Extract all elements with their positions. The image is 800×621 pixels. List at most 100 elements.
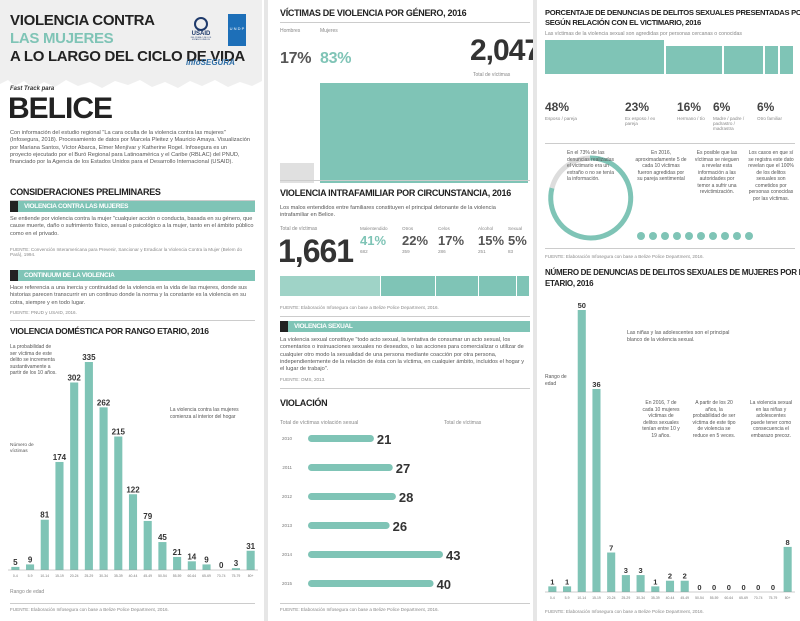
bar-value-label: 0 bbox=[219, 561, 224, 570]
relation-item-pct: 48% bbox=[545, 100, 570, 114]
usaid-logo: USAID DEL PUEBLO DE LOS ESTADOS UNIDOS bbox=[186, 17, 216, 41]
x-tick-label: 75-79 bbox=[232, 574, 241, 578]
bar-value-label: 8 bbox=[786, 538, 790, 547]
torn-edge-divider bbox=[0, 80, 262, 96]
bar-value-label: 28 bbox=[399, 490, 413, 505]
undp-text: U N D P bbox=[229, 26, 245, 31]
bar-value-label: 3 bbox=[234, 559, 239, 568]
dot-icon bbox=[709, 232, 717, 240]
sexage-source: FUENTE: Elaboración Infosegura con base … bbox=[545, 609, 704, 614]
rape-subtitle: Total de víctimas violación sexual bbox=[280, 420, 359, 426]
bar-value-label: 0 bbox=[712, 583, 716, 592]
bar bbox=[143, 520, 152, 570]
bar bbox=[114, 436, 123, 570]
bar-value-label: 9 bbox=[28, 555, 33, 564]
bar-value-label: 1 bbox=[565, 577, 569, 586]
relation-item-label: Otro familiar bbox=[757, 116, 783, 121]
bar bbox=[548, 586, 557, 592]
x-tick-label: 20-24 bbox=[607, 596, 616, 600]
x-tick-label: 50-54 bbox=[158, 574, 167, 578]
x-tick-label: 80+ bbox=[248, 574, 254, 578]
bar bbox=[173, 556, 182, 570]
bar bbox=[84, 362, 93, 570]
intrafam-item-count: 286 bbox=[438, 249, 446, 254]
x-tick-label: 35-39 bbox=[651, 596, 660, 600]
intrafam-item-label: Malentendido bbox=[360, 226, 388, 231]
intrafam-item-pct: 17% bbox=[438, 233, 465, 248]
x-tick-label: 45-49 bbox=[680, 596, 689, 600]
bar bbox=[621, 575, 630, 592]
relation-item-pct: 23% bbox=[625, 100, 650, 114]
intrafam-item-count: 251 bbox=[478, 249, 486, 254]
dot-icon bbox=[661, 232, 669, 240]
title-line-3: A LO LARGO DEL CICLO DE VIDA bbox=[10, 48, 245, 65]
gender-title-rule bbox=[280, 22, 530, 23]
box2-header: CONTINUUM DE LA VIOLENCIA bbox=[10, 270, 255, 281]
intro-text: Con información del estudio regional "La… bbox=[10, 130, 250, 166]
relation-stat-4: Los casos en que sí se registra este dat… bbox=[748, 150, 794, 202]
bar bbox=[308, 580, 434, 587]
relation-item-pct: 6% bbox=[713, 100, 731, 114]
bar bbox=[636, 575, 645, 592]
intrafam-item-pct: 22% bbox=[402, 233, 429, 248]
donut-chart bbox=[548, 155, 634, 241]
bar-value-label: 0 bbox=[771, 583, 775, 592]
bar-value-label: 40 bbox=[437, 577, 451, 592]
x-tick-label: 50-54 bbox=[695, 596, 704, 600]
bar bbox=[40, 519, 49, 570]
x-tick-label: 10-14 bbox=[577, 596, 586, 600]
bar-value-label: 5 bbox=[13, 558, 18, 567]
bar-value-label: 26 bbox=[393, 519, 407, 534]
x-tick-label: 40-44 bbox=[666, 596, 675, 600]
x-tick-label: 55-59 bbox=[710, 596, 719, 600]
relation-item-label: Madre / padre / padrastro / madrastra bbox=[713, 116, 745, 131]
bar bbox=[592, 388, 601, 592]
intrafam-item-count: 359 bbox=[402, 249, 410, 254]
x-tick-label: 75-79 bbox=[769, 596, 778, 600]
women-bar bbox=[320, 83, 528, 183]
bar-value-label: 3 bbox=[624, 566, 628, 575]
dot-icon bbox=[697, 232, 705, 240]
domestic-note-2: La violencia contra las mujeres comienza… bbox=[170, 407, 239, 420]
bar-value-label: 1 bbox=[653, 577, 657, 586]
box2-marker bbox=[10, 270, 18, 281]
x-tick-label: 5-9 bbox=[565, 596, 570, 600]
middle-column: VÍCTIMAS DE VIOLENCIA POR GÉNERO, 2016 H… bbox=[268, 0, 533, 621]
fast-track-label: Fast Track para bbox=[10, 86, 55, 92]
domestic-title: VIOLENCIA DOMÉSTICA POR RANGO ETARIO, 20… bbox=[10, 326, 209, 336]
gender-total: 2,047 bbox=[470, 34, 533, 67]
intrafam-item-label: Alcohol bbox=[478, 226, 494, 231]
x-tick-label: 30-34 bbox=[99, 574, 108, 578]
men-bar bbox=[280, 162, 314, 183]
bar bbox=[607, 552, 616, 592]
prelim-title-rule bbox=[10, 200, 255, 201]
box2-source: FUENTE: PNUD y USAID, 2016. bbox=[10, 310, 77, 315]
x-tick-label: 15-19 bbox=[592, 596, 601, 600]
bar bbox=[128, 494, 138, 570]
column-divider-2 bbox=[533, 0, 537, 621]
x-tick-label: 70-74 bbox=[217, 574, 226, 578]
x-tick-label: 20-24 bbox=[70, 574, 79, 578]
relation-item-label: Esposo / pareja bbox=[545, 116, 577, 121]
relation-rule bbox=[545, 143, 795, 144]
relation-bar bbox=[545, 40, 795, 74]
intrafam-stacked-bar bbox=[280, 276, 531, 296]
relation-segment bbox=[724, 46, 763, 74]
y-tick-label: 2013 bbox=[282, 523, 293, 528]
intrafam-item-pct: 15% bbox=[478, 233, 505, 248]
domestic-source-rule bbox=[10, 603, 255, 604]
bar-value-label: 21 bbox=[173, 548, 182, 557]
rape-title: VIOLACIÓN bbox=[280, 398, 328, 408]
relation-segment bbox=[764, 46, 778, 74]
y-tick-label: 2012 bbox=[282, 494, 293, 499]
intrafam-item-pct: 41% bbox=[360, 233, 387, 248]
y-tick-label: 2010 bbox=[282, 436, 293, 441]
intrafam-item-label: Otros bbox=[402, 226, 414, 231]
bar bbox=[563, 586, 572, 592]
relation-segment bbox=[779, 46, 793, 74]
sexage-title-2: ETARIO, 2016 bbox=[545, 279, 594, 288]
box1-source: FUENTE: Convención Interamericana para P… bbox=[10, 247, 243, 257]
women-label: Mujeres bbox=[320, 28, 338, 34]
bar bbox=[651, 586, 660, 592]
intrafam-item-label: Celos bbox=[438, 226, 450, 231]
